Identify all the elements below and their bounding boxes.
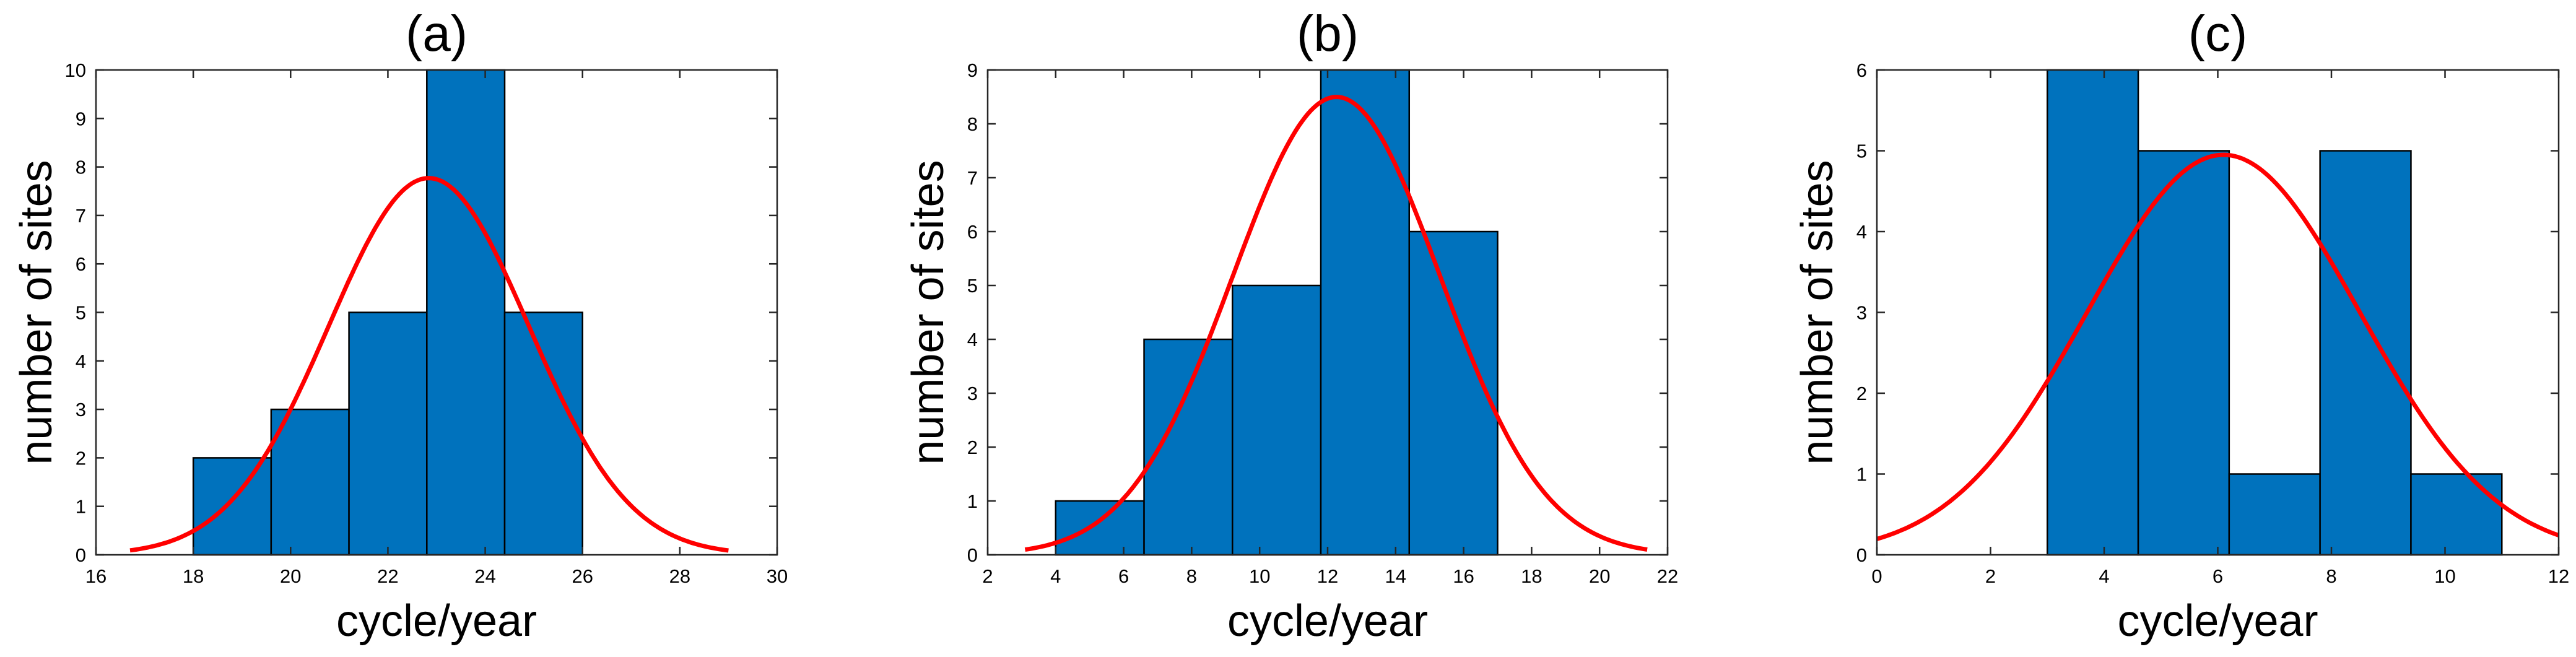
y-tick-label: 6 (1856, 59, 1867, 81)
y-tick-label: 7 (76, 205, 86, 227)
x-axis-label: cycle/year (2117, 596, 2318, 646)
y-tick-label: 4 (967, 329, 978, 350)
histogram-bar (2137, 150, 2230, 556)
x-tick-label: 16 (85, 565, 107, 587)
x-tick-label: 16 (1453, 565, 1474, 587)
x-tick-label: 20 (1589, 565, 1610, 587)
y-tick-label: 5 (1856, 141, 1867, 162)
x-tick-label: 20 (280, 565, 301, 587)
chart-title: (a) (406, 6, 468, 62)
histogram-bar (270, 408, 350, 556)
y-tick-label: 1 (76, 496, 86, 518)
y-tick-label: 7 (967, 167, 978, 189)
y-tick-label: 2 (76, 447, 86, 469)
x-tick-label: 8 (2326, 565, 2336, 587)
histogram-bar (2410, 473, 2503, 556)
y-tick-label: 8 (967, 113, 978, 135)
x-tick-label: 14 (1385, 565, 1406, 587)
histogram-bar (2228, 473, 2321, 556)
y-tick-label: 3 (76, 399, 86, 420)
y-tick-label: 9 (967, 59, 978, 81)
x-tick-label: 26 (572, 565, 593, 587)
x-tick-label: 18 (183, 565, 204, 587)
x-tick-label: 8 (1186, 565, 1197, 587)
y-axis-label: number of sites (12, 160, 61, 464)
x-axis-label: cycle/year (336, 596, 537, 646)
y-tick-label: 5 (76, 302, 86, 324)
x-tick-label: 10 (1249, 565, 1270, 587)
x-tick-label: 12 (1317, 565, 1338, 587)
y-axis-label: number of sites (1793, 160, 1842, 464)
histogram-bar (1320, 69, 1411, 556)
y-tick-label: 0 (1856, 544, 1867, 566)
x-tick-label: 2 (982, 565, 993, 587)
y-tick-label: 6 (76, 253, 86, 275)
histogram-bar (503, 311, 583, 556)
histogram-bar (348, 311, 428, 556)
y-tick-label: 3 (1856, 302, 1867, 324)
y-tick-label: 8 (76, 157, 86, 178)
x-tick-label: 30 (767, 565, 788, 587)
histogram-bar (2047, 69, 2139, 556)
x-tick-label: 18 (1521, 565, 1542, 587)
x-axis-label: cycle/year (1227, 596, 1428, 646)
x-tick-label: 22 (377, 565, 398, 587)
y-tick-label: 2 (1856, 383, 1867, 404)
normal-fit-curve (129, 176, 729, 553)
x-tick-label: 12 (2548, 565, 2569, 587)
y-tick-label: 6 (967, 221, 978, 243)
x-tick-label: 28 (669, 565, 690, 587)
histogram-bar (2319, 150, 2412, 556)
histogram-panel-1: 2 4 6 8 10 12 14 16 18 20 220123456789(b)cycle/yea… (903, 6, 1678, 646)
x-tick-label: 4 (1050, 565, 1061, 587)
histogram-bar (426, 69, 506, 556)
y-tick-label: 2 (967, 437, 978, 458)
y-tick-label: 9 (76, 108, 86, 129)
x-tick-label: 0 (1871, 565, 1882, 587)
y-tick-label: 10 (65, 59, 86, 81)
normal-fit-curve (1876, 152, 2560, 541)
normal-fit-curve (1024, 95, 1648, 552)
histogram-panel-0: 16 18 20 22 24 26 28 30 0 1 2 3 4 5 6 7 8 9 10 (a) cycle/yea… (12, 6, 788, 646)
x-tick-label: 6 (2213, 565, 2223, 587)
x-tick-label: 10 (2434, 565, 2455, 587)
histogram-bar (1408, 230, 1499, 556)
y-tick-label: 4 (1856, 221, 1867, 243)
x-tick-label: 2 (1985, 565, 1996, 587)
chart-title: (c) (2188, 6, 2248, 62)
y-tick-label: 1 (1856, 464, 1867, 485)
y-axis-label: number of sites (903, 160, 953, 464)
y-tick-label: 1 (967, 490, 978, 512)
chart-title: (b) (1297, 6, 1359, 62)
histogram-bar (1232, 284, 1322, 556)
y-tick-label: 4 (76, 350, 86, 372)
y-tick-label: 3 (967, 383, 978, 404)
y-tick-label: 5 (967, 275, 978, 297)
x-tick-label: 4 (2099, 565, 2109, 587)
y-tick-label: 0 (76, 544, 86, 566)
x-tick-label: 6 (1118, 565, 1129, 587)
histogram-bar (192, 457, 272, 556)
y-tick-label: 0 (967, 544, 978, 566)
x-tick-label: 22 (1657, 565, 1678, 587)
x-tick-label: 24 (474, 565, 495, 587)
histogram-bar (1055, 500, 1145, 556)
